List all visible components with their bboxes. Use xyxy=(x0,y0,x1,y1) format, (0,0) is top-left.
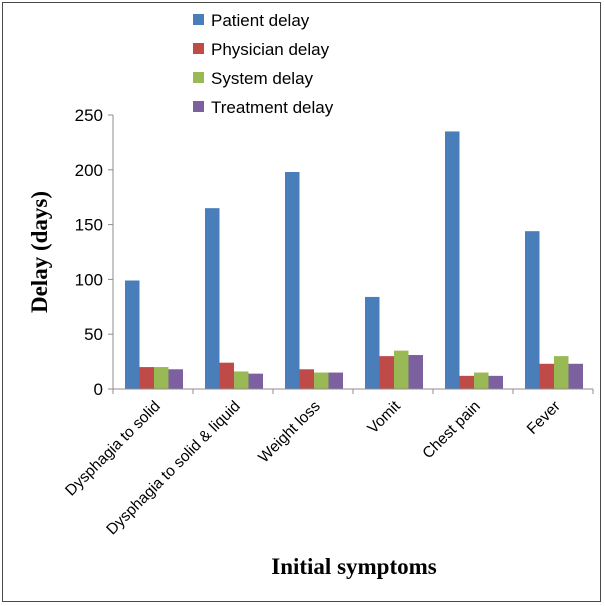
bar xyxy=(474,372,489,389)
bar xyxy=(234,371,249,389)
bar xyxy=(459,375,474,389)
legend-label: Physician delay xyxy=(211,40,330,59)
legend: Patient delay Physician delay System delay… xyxy=(193,11,334,117)
bar xyxy=(328,372,343,389)
y-tick-label: 250 xyxy=(75,106,103,125)
bars xyxy=(125,131,583,389)
legend-swatch xyxy=(193,14,204,25)
bar xyxy=(139,367,154,389)
bar xyxy=(154,367,169,389)
y-tick-label: 100 xyxy=(75,270,103,289)
bar xyxy=(445,131,460,389)
bar xyxy=(379,356,394,389)
x-tick-label: Weight loss xyxy=(255,398,324,467)
bar xyxy=(488,375,503,389)
y-axis: 0 50 100 150 200 250 xyxy=(75,106,114,399)
bar xyxy=(168,369,183,389)
legend-swatch xyxy=(193,43,204,54)
bar xyxy=(314,372,329,389)
y-axis-title: Delay (days) xyxy=(27,191,52,313)
y-tick-label: 0 xyxy=(94,380,103,399)
x-tick-label: Fever xyxy=(524,398,564,438)
x-axis-title: Initial symptoms xyxy=(271,554,437,579)
bar xyxy=(125,280,140,389)
legend-swatch xyxy=(193,72,204,83)
legend-label: Treatment delay xyxy=(211,98,334,117)
bar xyxy=(408,355,423,389)
y-tick-label: 150 xyxy=(75,216,103,235)
bar xyxy=(394,350,409,389)
bar xyxy=(525,231,540,389)
bar xyxy=(285,171,300,389)
y-tick-label: 50 xyxy=(84,325,103,344)
bar xyxy=(554,356,569,389)
bar xyxy=(365,296,380,389)
y-tick-label: 200 xyxy=(75,161,103,180)
x-tick-label: Dysphagia to solid & liquid xyxy=(103,398,244,539)
bar xyxy=(205,208,220,389)
x-tick-label: Chest pain xyxy=(419,398,483,462)
bar xyxy=(539,363,554,389)
legend-label: Patient delay xyxy=(211,11,310,30)
bar xyxy=(219,362,234,389)
bar-chart: Patient delay Physician delay System delay… xyxy=(27,11,594,579)
bar xyxy=(568,363,583,389)
bar xyxy=(299,369,314,389)
bar xyxy=(248,373,263,389)
x-tick-label: Vomit xyxy=(364,397,404,437)
legend-swatch xyxy=(193,101,204,112)
legend-label: System delay xyxy=(211,69,314,88)
